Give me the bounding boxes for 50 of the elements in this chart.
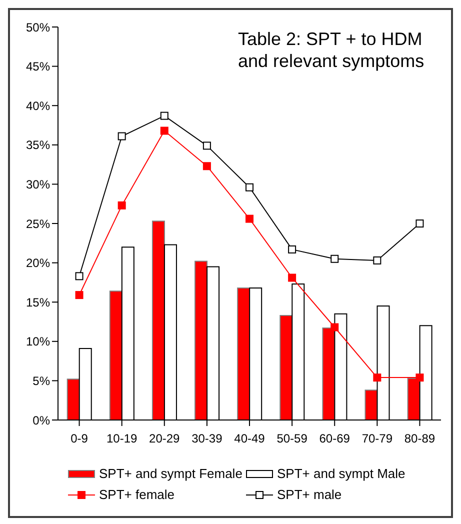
- y-tick-label: 35%: [26, 138, 50, 152]
- bar: [364, 390, 378, 420]
- x-tick-label: 20-29: [149, 432, 180, 446]
- point: [160, 126, 168, 135]
- legend-label: SPT+ and sympt Male: [277, 466, 406, 481]
- point: [416, 374, 424, 382]
- x-tick-label: 60-69: [319, 432, 350, 446]
- point: [288, 274, 296, 282]
- point: [202, 142, 211, 150]
- x-tick-label: 50-59: [276, 432, 308, 446]
- text: Table 2: SPT + to HDM and relevant symptoms: [238, 28, 426, 72]
- point: [330, 323, 339, 332]
- point: [202, 162, 211, 170]
- bar: [280, 314, 293, 420]
- y-tick-label: 50%: [26, 20, 50, 34]
- x-tick-label: 0-9: [70, 432, 88, 446]
- y-tick-label: 0%: [32, 413, 50, 428]
- legend-label: SPT+ male: [277, 487, 342, 502]
- y-tick-label: 45%: [26, 60, 50, 74]
- y-tick-label: 10%: [26, 334, 50, 349]
- bar: [194, 260, 208, 420]
- x-tick-label: 40-49: [234, 432, 266, 446]
- point: [118, 132, 126, 140]
- bar: [66, 378, 80, 420]
- legend-label: SPT+ and sympt Female: [99, 466, 242, 481]
- y-tick-label: 5%: [32, 374, 50, 388]
- point: [75, 291, 84, 300]
- y-tick-label: 15%: [26, 295, 50, 310]
- y-tick-label: 30%: [26, 177, 50, 192]
- point: [160, 112, 168, 120]
- bar: [152, 220, 165, 420]
- bar: [109, 290, 122, 420]
- x-tick-label: 80-89: [404, 432, 436, 446]
- x-tick-label: 70-79: [362, 432, 393, 446]
- point: [246, 183, 254, 192]
- x-tick-label: 10-19: [106, 432, 138, 446]
- point: [416, 220, 424, 228]
- y-tick-label: 25%: [26, 216, 50, 231]
- x-tick-label: 30-39: [192, 432, 223, 446]
- point: [373, 374, 382, 382]
- point: [75, 272, 84, 280]
- y-tick-label: 20%: [26, 256, 50, 270]
- y-tick-label: 40%: [26, 98, 50, 113]
- bar: [237, 287, 250, 420]
- point: [288, 245, 296, 254]
- legend-label: SPT+ female: [99, 487, 175, 502]
- point: [330, 254, 339, 263]
- point: [246, 214, 254, 223]
- point: [118, 201, 126, 210]
- point: [373, 256, 382, 264]
